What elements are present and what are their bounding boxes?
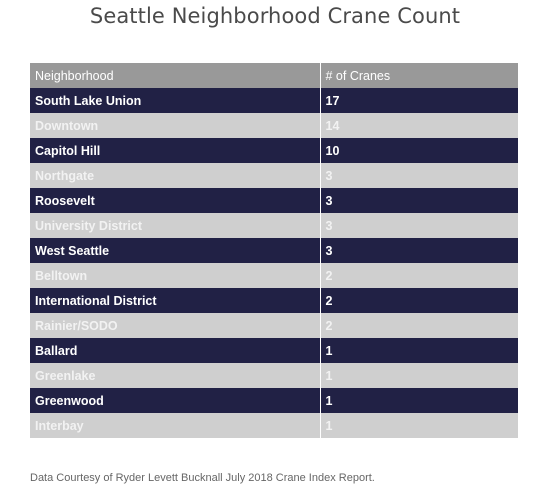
table-row: Interbay 1 [30,413,518,438]
table-row: Roosevelt 3 [30,188,518,213]
neighborhood-cell: West Seattle [30,238,321,263]
table-row: Belltown 2 [30,263,518,288]
crane-count-table: Neighborhood # of Cranes South Lake Unio… [30,63,518,438]
column-header-neighborhood: Neighborhood [30,63,321,88]
neighborhood-cell: Greenwood [30,388,321,413]
table-row: Greenlake 1 [30,363,518,388]
crane-count-cell: 2 [320,263,518,288]
table-body: South Lake Union 17 Downtown 14 Capitol Hill… [30,88,518,438]
source-note: Data Courtesy of Ryder Levett Bucknall J… [30,472,375,484]
crane-count-cell: 3 [320,213,518,238]
neighborhood-cell: South Lake Union [30,88,321,113]
crane-count-cell: 3 [320,163,518,188]
chart-title: Seattle Neighborhood Crane Count [89,4,461,28]
table-row: Capitol Hill 10 [30,138,518,163]
crane-count-cell: 14 [320,113,518,138]
table-header-row: Neighborhood # of Cranes [30,63,518,88]
crane-count-cell: 1 [320,338,518,363]
table-row: Downtown 14 [30,113,518,138]
neighborhood-cell: Northgate [30,163,321,188]
table-row: South Lake Union 17 [30,88,518,113]
neighborhood-cell: Interbay [30,413,321,438]
neighborhood-cell: Ballard [30,338,321,363]
neighborhood-cell: Capitol Hill [30,138,321,163]
crane-count-cell: 1 [320,388,518,413]
crane-count-cell: 2 [320,288,518,313]
crane-count-cell: 1 [320,413,518,438]
crane-count-cell: 10 [320,138,518,163]
neighborhood-cell: University District [30,213,321,238]
neighborhood-cell: Rainier/SODO [30,313,321,338]
crane-count-cell: 3 [320,188,518,213]
table-row: International District 2 [30,288,518,313]
crane-count-cell: 2 [320,313,518,338]
crane-count-cell: 3 [320,238,518,263]
neighborhood-cell: International District [30,288,321,313]
table-row: Northgate 3 [30,163,518,188]
crane-count-cell: 17 [320,88,518,113]
table-row: University District 3 [30,213,518,238]
table-row: Ballard 1 [30,338,518,363]
table-row: Greenwood 1 [30,388,518,413]
neighborhood-cell: Roosevelt [30,188,321,213]
neighborhood-cell: Downtown [30,113,321,138]
column-header-cranes: # of Cranes [320,63,518,88]
neighborhood-cell: Greenlake [30,363,321,388]
neighborhood-cell: Belltown [30,263,321,288]
table-row: Rainier/SODO 2 [30,313,518,338]
table-row: West Seattle 3 [30,238,518,263]
crane-count-cell: 1 [320,363,518,388]
